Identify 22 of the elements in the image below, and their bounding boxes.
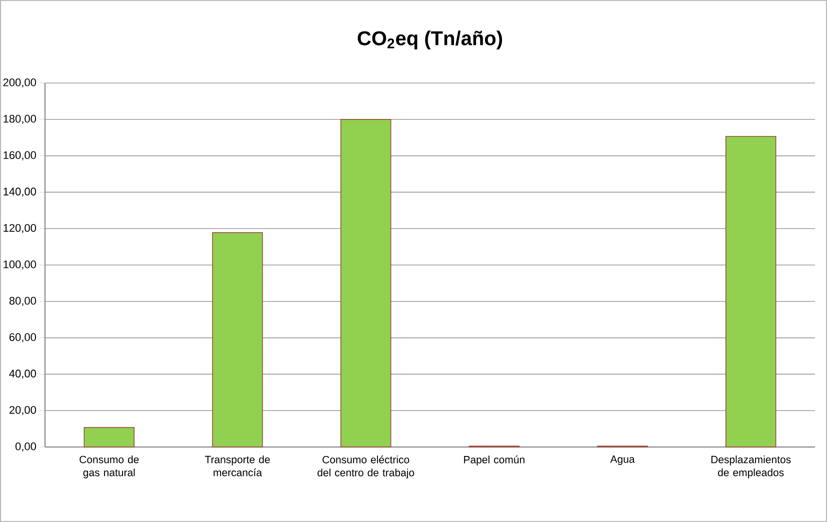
y-tick-label: 180,00	[4, 114, 36, 124]
x-tick-label: Agua	[610, 456, 635, 465]
bar	[340, 119, 392, 448]
y-tick-label: 20,00	[9, 406, 36, 416]
y-tick-label: 160,00	[4, 151, 36, 160]
y-tick-label: 120,00	[4, 224, 36, 234]
chart-title: CO$_{2}$eq (Tn/año)	[358, 30, 502, 50]
y-tick-label: 80,00	[9, 296, 36, 306]
y-tick-label: 60,00	[10, 333, 36, 342]
bar	[212, 232, 263, 448]
x-tick-label: Transporte de mercancía	[204, 456, 270, 476]
x-tick-label: Desplazamientos de empleados	[711, 456, 791, 478]
x-tick-label: Papel común	[464, 456, 524, 466]
y-tick-label: 200,00	[3, 78, 36, 88]
x-tick-label: Consumo eléctrico del centro de trabajo	[318, 456, 414, 478]
y-tick-label: 40,00	[9, 370, 36, 379]
bar	[725, 136, 776, 448]
y-tick-label: 0,00	[15, 442, 36, 452]
x-tick-label: Consumo de gas natural	[80, 456, 139, 478]
y-tick-label: 100,00	[4, 260, 36, 270]
bar	[84, 427, 135, 448]
y-tick-label: 140,00	[4, 188, 36, 197]
